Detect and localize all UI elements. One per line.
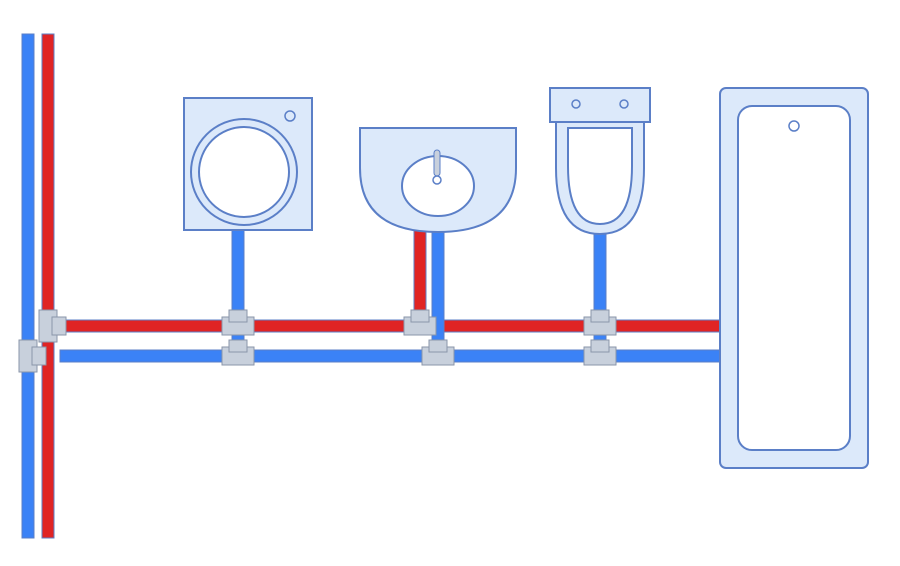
washer-drum (199, 127, 289, 217)
plumbing-diagram (0, 0, 900, 566)
sink-cold-tee-top (429, 340, 447, 352)
sink-tap (434, 150, 440, 176)
toilet-bowl (568, 128, 632, 224)
sink-hot-tee-top (411, 310, 429, 322)
hot-riser-tee-side (52, 317, 66, 335)
hot-riser (42, 34, 54, 538)
cold-main (60, 350, 738, 362)
bathtub-inner (738, 106, 850, 450)
cold-riser-tee-side (32, 347, 46, 365)
washer-hot-pass-top (229, 310, 247, 322)
sink-hot-branch (414, 230, 426, 320)
toilet-tank (550, 88, 650, 122)
toilet-tee-top (591, 340, 609, 352)
cold-riser (22, 34, 34, 538)
hot-main (60, 320, 738, 332)
toilet-hot-pass-top (591, 310, 609, 322)
washer-tee-top (229, 340, 247, 352)
